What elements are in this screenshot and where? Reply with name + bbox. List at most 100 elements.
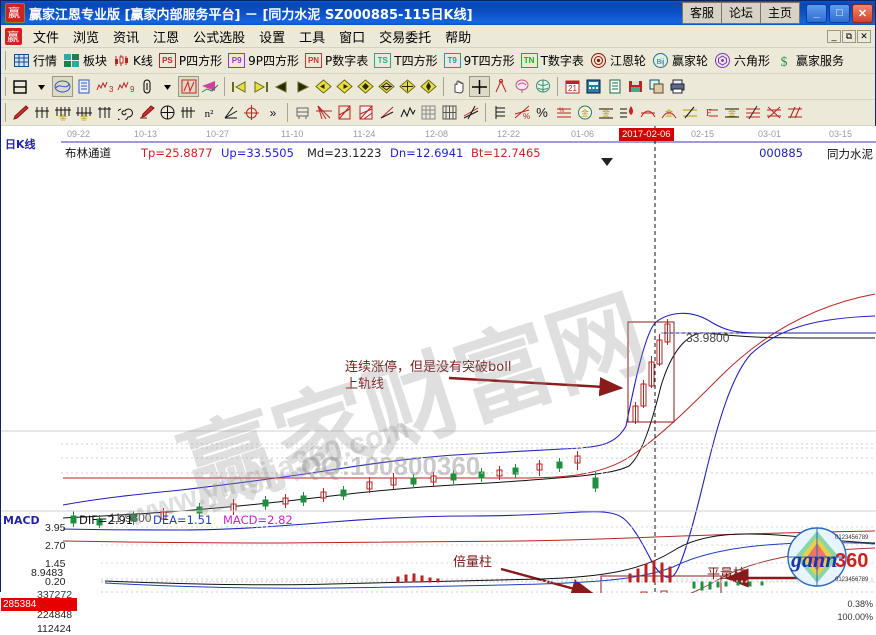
zoom-in-icon[interactable] [355,76,376,97]
wave-icon[interactable] [397,102,418,123]
chart-dropdown-arrow[interactable] [601,153,613,171]
circle-cross-icon[interactable] [157,102,178,123]
toolbar-button-t-table[interactable]: TN T数字表 [518,50,587,72]
copy-icon[interactable] [646,76,667,97]
grid-lines-icon[interactable] [31,102,52,123]
ma3-button[interactable]: 3 [94,76,115,97]
grid2-icon[interactable] [439,102,460,123]
shift-right-icon[interactable] [334,76,355,97]
homepage-button[interactable]: 主页 [759,2,800,24]
overlay-button[interactable] [52,76,73,97]
first-page-icon[interactable] [229,76,250,97]
menu-item-help[interactable]: 帮助 [445,30,472,46]
menu-item-window[interactable]: 窗口 [339,30,366,46]
formula-button[interactable] [178,76,199,97]
ink-icon[interactable] [616,102,637,123]
toolbar-button-gann-wheel[interactable]: 江恩轮 [587,50,649,72]
menu-item-trade[interactable]: 交易委托 [379,30,432,46]
rect-icon[interactable] [292,102,313,123]
menu-item-browse[interactable]: 浏览 [73,30,100,46]
brain-pink-icon[interactable] [511,76,532,97]
grid1-icon[interactable] [418,102,439,123]
toolbar-button-winner-service[interactable]: $ 赢家服务 [773,50,847,72]
target-icon[interactable] [241,102,262,123]
period-day-button[interactable] [10,76,31,97]
menu-item-formula-select[interactable]: 公式选股 [193,30,246,46]
maximize-button[interactable]: □ [829,3,850,23]
mdi-minimize-button[interactable]: _ [827,29,841,43]
percent-icon[interactable]: % [532,102,553,123]
crosshair-icon[interactable] [469,76,490,97]
menu-item-news[interactable]: 资讯 [113,30,140,46]
last-page-icon[interactable] [250,76,271,97]
red-cross-icon[interactable] [763,102,784,123]
toolbar-button-hexagon[interactable]: 六角形 [711,50,773,72]
menu-item-settings[interactable]: 设置 [259,30,286,46]
red-web-icon[interactable] [355,102,376,123]
prev-icon[interactable] [271,76,292,97]
toolbar-button-p-table[interactable]: PN P数字表 [302,50,371,72]
calculator-icon[interactable] [583,76,604,97]
histogram-button[interactable] [199,76,220,97]
more-icon[interactable]: » [262,102,283,123]
minimize-button[interactable]: _ [806,3,827,23]
zigzag-icon[interactable] [460,102,481,123]
toolbar-button-9t-square[interactable]: T9 9T四方形 [441,50,518,72]
compass-icon[interactable] [490,76,511,97]
calendar-icon[interactable]: 21 [562,76,583,97]
fork-icon[interactable] [94,102,115,123]
gold-steps-icon[interactable]: 金 [721,102,742,123]
shift-left-icon[interactable] [313,76,334,97]
red-box-icon[interactable] [334,102,355,123]
period-dropdown-arrow[interactable] [31,76,52,97]
report-button[interactable] [73,76,94,97]
print-icon[interactable] [667,76,688,97]
menu-item-file[interactable]: 文件 [33,30,60,46]
toolbar-button-t-square[interactable]: TS T四方形 [371,50,440,72]
gold-fan1-icon[interactable]: 金 [52,102,73,123]
customer-service-button[interactable]: 客服 [681,2,721,24]
menu-item-tools[interactable]: 工具 [299,30,326,46]
toolbar-button-p-square[interactable]: PS P四方形 [156,50,225,72]
comb-icon[interactable] [178,102,199,123]
gold-arc-icon[interactable]: 金 [658,102,679,123]
angle-line-icon[interactable] [376,102,397,123]
gold-line-icon[interactable]: 金 [595,102,616,123]
toolbar-button-kline[interactable]: K线 [110,50,156,72]
spiral-icon[interactable] [115,102,136,123]
close-button[interactable]: ✕ [852,3,873,23]
n2-icon[interactable]: n² [199,102,220,123]
angles-icon[interactable] [220,102,241,123]
move-icon[interactable] [418,76,439,97]
notes-icon[interactable] [604,76,625,97]
red-fan-icon[interactable] [313,102,334,123]
expand-icon[interactable] [397,76,418,97]
brush-icon[interactable] [136,102,157,123]
pen-icon[interactable] [10,102,31,123]
hatched-icon[interactable] [784,102,805,123]
l-line-icon[interactable] [679,102,700,123]
gauge-button[interactable] [136,76,157,97]
gold-circle-icon[interactable]: 金 [574,102,595,123]
percent-line-icon[interactable]: % [553,102,574,123]
multi-line-icon[interactable] [742,102,763,123]
forum-button[interactable]: 论坛 [720,2,760,24]
zoom-out-icon[interactable] [376,76,397,97]
next-icon[interactable] [292,76,313,97]
mdi-restore-button[interactable]: ⧉ [842,29,856,43]
menu-item-gann[interactable]: 江恩 [153,30,180,46]
toolbar-button-block[interactable]: 板块 [60,50,110,72]
ladder-icon[interactable] [490,102,511,123]
toolbar-button-9p-square[interactable]: P9 9P四方形 [225,50,302,72]
arc-icon[interactable] [637,102,658,123]
f-line-icon[interactable]: F [700,102,721,123]
chart-area[interactable]: 日K线 MACD 09-22 10-13 10-27 11-10 11-24 1… [1,126,876,635]
ma9-button[interactable]: 9 [115,76,136,97]
toolbar-button-winner-wheel[interactable]: Bij 赢家轮 [649,50,711,72]
gauge-dropdown-arrow[interactable] [157,76,178,97]
percent-fan-icon[interactable]: % [511,102,532,123]
gold-fan2-icon[interactable]: 金 [73,102,94,123]
hand-icon[interactable] [448,76,469,97]
save-icon[interactable] [625,76,646,97]
toolbar-button-quote[interactable]: 行情 [10,50,60,72]
